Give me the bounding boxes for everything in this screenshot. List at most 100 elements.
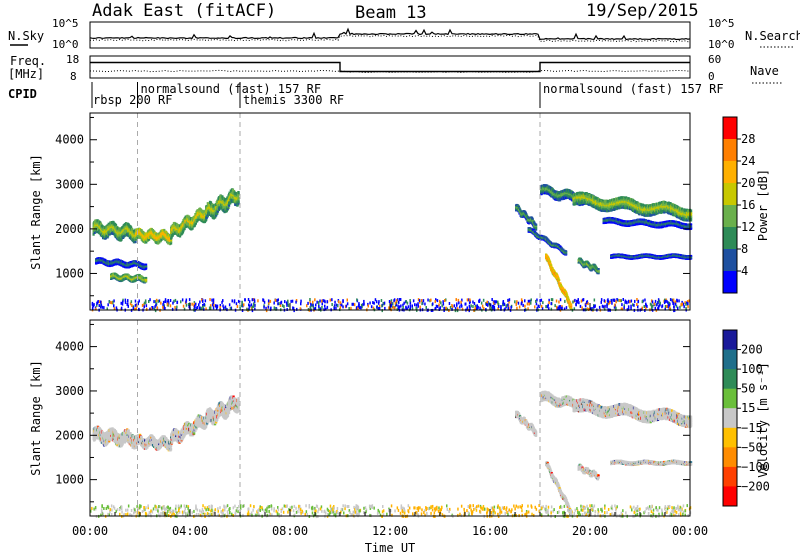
gs-cell (507, 298, 509, 302)
gs-cell (242, 304, 244, 308)
gs-cell (233, 300, 236, 304)
scatter-cell (163, 228, 166, 232)
gs-cell (656, 303, 658, 307)
scatter-cell (127, 227, 130, 231)
gs-cell (581, 306, 583, 310)
scatter-cell (136, 228, 139, 231)
gs-cell (115, 306, 118, 310)
gs-cell (336, 304, 339, 308)
gs-cell (541, 306, 544, 310)
scatter-cell (518, 212, 521, 215)
gs-cell (219, 305, 221, 309)
gs-cell (310, 302, 312, 306)
gs-cell (224, 307, 227, 311)
gs-cell (129, 302, 132, 306)
gs-cell (149, 298, 151, 302)
gs-cell (556, 305, 558, 309)
gs-cell (661, 304, 664, 308)
gs-cell (418, 299, 421, 302)
scatter-cell (103, 228, 106, 232)
gs-cell (124, 300, 127, 304)
gs-cell (677, 306, 679, 310)
gs-cell (558, 307, 561, 311)
gs-cell (669, 298, 672, 302)
scatter-cell (98, 223, 101, 227)
gs-cell (603, 305, 605, 309)
gs-cell (479, 298, 481, 302)
gs-cell (185, 298, 188, 302)
scatter-cell (234, 196, 237, 200)
scatter-cell (555, 194, 558, 197)
gs-cell (355, 306, 358, 310)
gs-cell (98, 300, 101, 304)
gs-cell (477, 305, 479, 309)
gs-cell (331, 298, 333, 302)
gs-cell (367, 302, 369, 306)
gs-cell (542, 301, 544, 305)
gs-cell (621, 303, 623, 307)
gs-cell (557, 306, 559, 310)
gs-cell (121, 302, 124, 306)
gs-cell (396, 307, 398, 311)
gs-cell (601, 304, 604, 308)
gs-cell (651, 307, 653, 311)
gs-cell (270, 306, 272, 310)
gs-cell (173, 299, 175, 303)
scatter-cell (101, 257, 104, 260)
gs-cell (201, 307, 203, 311)
gs-cell (641, 306, 643, 310)
gs-cell (646, 304, 648, 308)
scatter-cell (215, 205, 218, 209)
scatter-cell (234, 202, 237, 206)
gs-cell (134, 307, 136, 311)
gs-cell (120, 306, 123, 310)
scatter-cell (155, 232, 158, 236)
gs-cell (397, 304, 399, 308)
gs-cell (201, 298, 203, 302)
gs-cell (223, 306, 225, 310)
scatter-cell (205, 217, 208, 221)
gs-cell (164, 300, 166, 303)
gs-cell (474, 306, 476, 310)
gs-cell (550, 307, 553, 311)
gs-cell (581, 298, 584, 302)
gs-cell (535, 302, 538, 306)
scatter-cell (179, 234, 182, 238)
gs-cell (461, 298, 463, 302)
gs-cell (580, 299, 583, 303)
gs-cell (493, 301, 495, 305)
gs-cell (162, 305, 164, 309)
scatter-cell (194, 221, 197, 225)
scatter-cell (93, 230, 96, 234)
gs-cell (606, 305, 608, 309)
scatter-cell (118, 259, 121, 261)
scatter-cell (194, 217, 197, 221)
gs-cell (438, 307, 441, 311)
gs-cell (508, 298, 511, 302)
gs-cell (152, 306, 154, 309)
gs-cell (169, 304, 172, 308)
gs-cell (443, 306, 445, 310)
scatter-cell (516, 206, 519, 209)
gs-cell (634, 299, 636, 303)
scatter-cell (151, 232, 155, 236)
gs-cell (230, 306, 233, 310)
gs-cell (352, 302, 355, 306)
gs-cell (667, 305, 669, 309)
gs-cell (658, 305, 660, 309)
gs-cell (457, 298, 460, 302)
gs-cell (250, 303, 253, 307)
gs-cell (253, 298, 256, 302)
scatter-cell (606, 203, 609, 207)
gs-cell (547, 303, 549, 307)
gs-cell (174, 306, 176, 309)
gs-cell (212, 298, 215, 302)
scatter-cell (145, 263, 148, 266)
gs-cell (315, 303, 317, 307)
gs-cell (444, 299, 446, 302)
gs-cell (172, 301, 174, 305)
gs-cell (440, 301, 442, 305)
scatter-cell (605, 206, 608, 210)
gs-cell (613, 305, 616, 309)
gs-cell (456, 307, 459, 311)
